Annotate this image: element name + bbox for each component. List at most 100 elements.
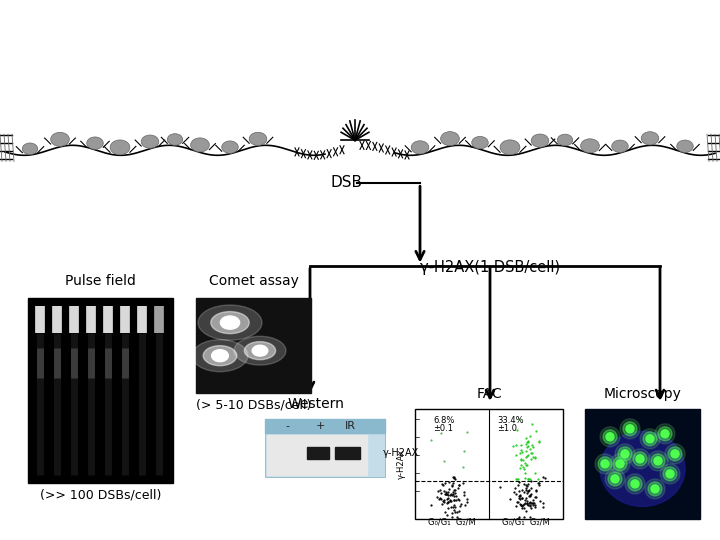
Circle shape [600, 427, 620, 447]
Text: γ-H2AX: γ-H2AX [383, 448, 419, 458]
Circle shape [615, 444, 635, 464]
Text: Comet assay: Comet assay [209, 274, 298, 287]
Circle shape [671, 450, 679, 458]
Bar [307, 447, 329, 459]
Text: (> 5-10 DSBs/cell): (> 5-10 DSBs/cell) [196, 399, 311, 411]
Circle shape [618, 447, 632, 461]
Ellipse shape [198, 305, 262, 340]
Text: 6.8%: 6.8% [433, 416, 454, 425]
Bar [267, 435, 367, 475]
Ellipse shape [472, 137, 488, 149]
Ellipse shape [50, 132, 69, 146]
Ellipse shape [557, 134, 572, 146]
Bar [335, 447, 360, 459]
Circle shape [655, 424, 675, 444]
Bar [585, 409, 700, 519]
Circle shape [660, 464, 680, 484]
Bar [265, 419, 385, 477]
Bar [265, 419, 385, 433]
Ellipse shape [249, 132, 267, 145]
Text: Western: Western [287, 397, 344, 411]
Ellipse shape [212, 350, 228, 362]
Circle shape [625, 474, 645, 494]
Ellipse shape [167, 134, 183, 145]
Circle shape [651, 454, 665, 468]
Circle shape [608, 472, 622, 486]
Circle shape [611, 475, 619, 483]
Ellipse shape [642, 132, 659, 145]
Circle shape [606, 433, 614, 441]
Circle shape [630, 449, 650, 469]
Bar [196, 298, 311, 393]
Circle shape [621, 450, 629, 458]
Circle shape [648, 451, 668, 471]
Circle shape [668, 447, 682, 461]
Circle shape [628, 477, 642, 491]
Text: +: + [315, 421, 325, 431]
Ellipse shape [191, 138, 210, 152]
Bar [415, 409, 563, 519]
Circle shape [623, 422, 637, 436]
Circle shape [626, 425, 634, 433]
Circle shape [616, 460, 624, 468]
Ellipse shape [110, 140, 130, 155]
Ellipse shape [141, 135, 159, 148]
Circle shape [646, 435, 654, 443]
Ellipse shape [600, 431, 685, 507]
Ellipse shape [244, 342, 276, 360]
Text: Microscopy: Microscopy [603, 387, 681, 401]
Ellipse shape [580, 139, 599, 153]
Text: (>> 100 DSBs/cell): (>> 100 DSBs/cell) [40, 489, 161, 502]
Text: 33.4%: 33.4% [497, 416, 523, 425]
Circle shape [645, 479, 665, 499]
Text: G₀/G₁  G₂/M: G₀/G₁ G₂/M [502, 518, 550, 527]
Circle shape [661, 430, 669, 438]
Ellipse shape [234, 336, 286, 365]
Text: ±0.1: ±0.1 [433, 424, 453, 433]
Circle shape [643, 432, 657, 446]
Ellipse shape [203, 346, 237, 366]
Ellipse shape [531, 134, 549, 147]
Circle shape [640, 429, 660, 449]
Circle shape [648, 482, 662, 496]
Text: Pulse field: Pulse field [65, 274, 136, 287]
Ellipse shape [612, 140, 629, 152]
Text: FAC: FAC [476, 387, 502, 401]
Circle shape [658, 427, 672, 441]
Circle shape [651, 485, 659, 493]
Ellipse shape [677, 140, 693, 152]
Ellipse shape [22, 143, 37, 154]
Circle shape [666, 470, 674, 478]
Ellipse shape [411, 141, 429, 154]
Ellipse shape [222, 141, 238, 153]
Text: IR: IR [344, 421, 356, 431]
Circle shape [665, 444, 685, 464]
Ellipse shape [441, 132, 459, 146]
Circle shape [595, 454, 615, 474]
Circle shape [601, 460, 609, 468]
Circle shape [636, 455, 644, 463]
Circle shape [663, 467, 677, 481]
Circle shape [598, 457, 612, 471]
Ellipse shape [211, 312, 249, 334]
Ellipse shape [86, 137, 103, 150]
Circle shape [633, 452, 647, 466]
Circle shape [613, 457, 627, 471]
Text: γ-H2AX(1 DSB/cell): γ-H2AX(1 DSB/cell) [420, 260, 560, 275]
Circle shape [603, 430, 617, 444]
Ellipse shape [192, 340, 248, 372]
Text: -: - [285, 421, 289, 431]
Circle shape [631, 480, 639, 488]
Text: ±1.0: ±1.0 [497, 424, 517, 433]
Circle shape [610, 454, 630, 474]
Text: G₀/G₁  G₂/M: G₀/G₁ G₂/M [428, 518, 476, 527]
Ellipse shape [220, 316, 240, 329]
Text: DSB: DSB [330, 176, 362, 190]
Circle shape [605, 469, 625, 489]
Ellipse shape [252, 345, 268, 356]
Circle shape [620, 419, 640, 439]
Text: γ-H2Ax: γ-H2Ax [397, 449, 405, 479]
Bar [28, 298, 173, 483]
Circle shape [654, 457, 662, 465]
Text: Sensitivity of the γ-H2AX assay for DSB detection: Sensitivity of the γ-H2AX assay for DSB … [108, 9, 612, 26]
